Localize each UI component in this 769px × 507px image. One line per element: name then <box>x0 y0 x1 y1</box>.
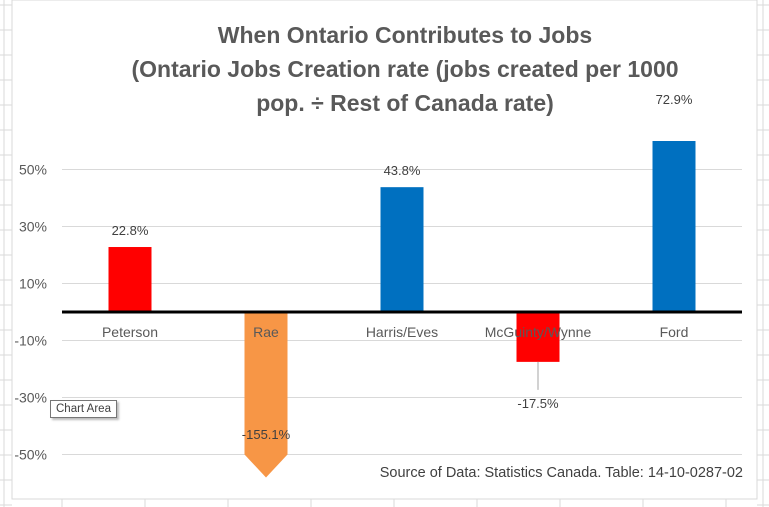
x-tick-label: McGuinty/Wynne <box>485 324 592 340</box>
x-tick-label: Rae <box>253 324 279 340</box>
data-label: 72.9% <box>656 92 693 107</box>
chart-title-line-2: (Ontario Jobs Creation rate (jobs create… <box>131 56 679 82</box>
bar-mcguintywynne <box>516 312 560 362</box>
y-tick-label: -10% <box>14 333 47 349</box>
x-tick-label: Harris/Eves <box>366 324 438 340</box>
data-label: -17.5% <box>517 396 559 411</box>
data-label: 43.8% <box>384 163 421 178</box>
x-tick-label: Peterson <box>102 324 158 340</box>
chart-area-tooltip: Chart Area <box>50 400 117 418</box>
bar-harriseves <box>380 187 424 312</box>
bar-ford <box>652 141 696 312</box>
bar-peterson <box>108 247 152 312</box>
y-tick-label: -30% <box>14 390 47 406</box>
y-tick-label: 50% <box>19 162 47 178</box>
chart-title: When Ontario Contributes to Jobs (Ontari… <box>60 18 750 120</box>
data-label: 22.8% <box>112 223 149 238</box>
data-label: -155.1% <box>242 427 291 442</box>
y-tick-label: -50% <box>14 447 47 463</box>
chart-title-line-3: pop. ÷ Rest of Canada rate) <box>256 90 554 116</box>
chart-title-line-1: When Ontario Contributes to Jobs <box>217 22 593 48</box>
x-tick-label: Ford <box>660 324 689 340</box>
source-annotation: Source of Data: Statistics Canada. Table… <box>379 465 743 481</box>
bar-rae <box>244 312 288 478</box>
y-tick-label: 30% <box>19 219 47 235</box>
y-tick-label: 10% <box>19 276 47 292</box>
